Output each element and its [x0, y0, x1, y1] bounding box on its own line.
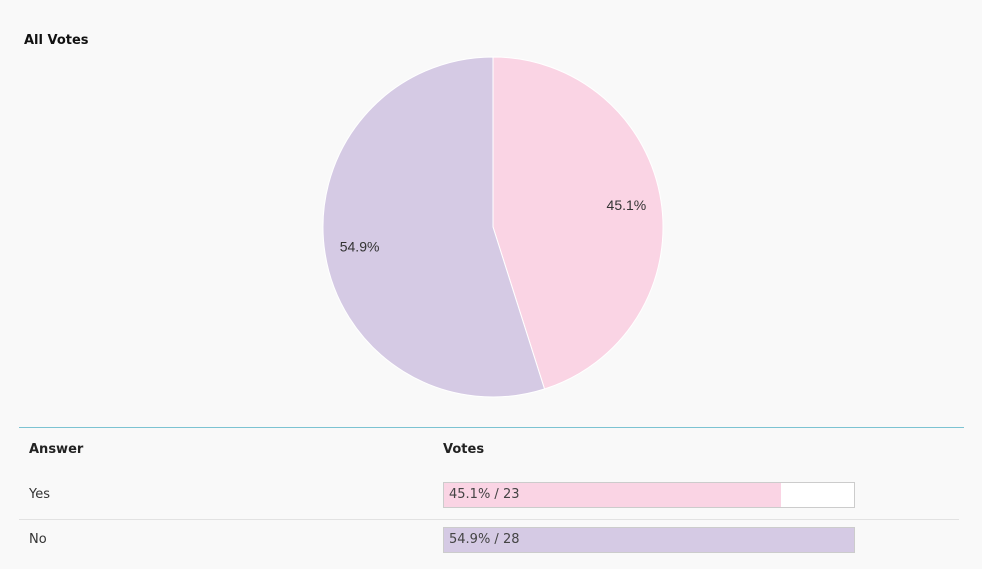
pie-chart: 45.1% 54.9%	[322, 56, 664, 398]
table-row: Yes 45.1% / 23	[19, 474, 959, 520]
divider	[19, 427, 964, 428]
vote-label: 54.9% / 28	[449, 532, 520, 547]
vote-label: 45.1% / 23	[449, 487, 520, 502]
table-row: No 54.9% / 28	[19, 519, 959, 564]
slice-label: 54.9%	[340, 238, 380, 254]
answer-text: No	[29, 532, 47, 547]
column-header: Votes	[443, 442, 485, 457]
vote-bar-track: 45.1% / 23	[443, 482, 855, 508]
slice-label: 45.1%	[607, 197, 647, 213]
answer-text: Yes	[29, 487, 50, 502]
vote-bar	[444, 528, 854, 552]
vote-bar	[444, 483, 781, 507]
vote-bar-track: 54.9% / 28	[443, 527, 855, 553]
pie-slice	[322, 56, 546, 398]
chart-title: All Votes	[24, 33, 89, 48]
column-header: Answer	[29, 442, 84, 457]
pie-slice	[492, 56, 664, 390]
